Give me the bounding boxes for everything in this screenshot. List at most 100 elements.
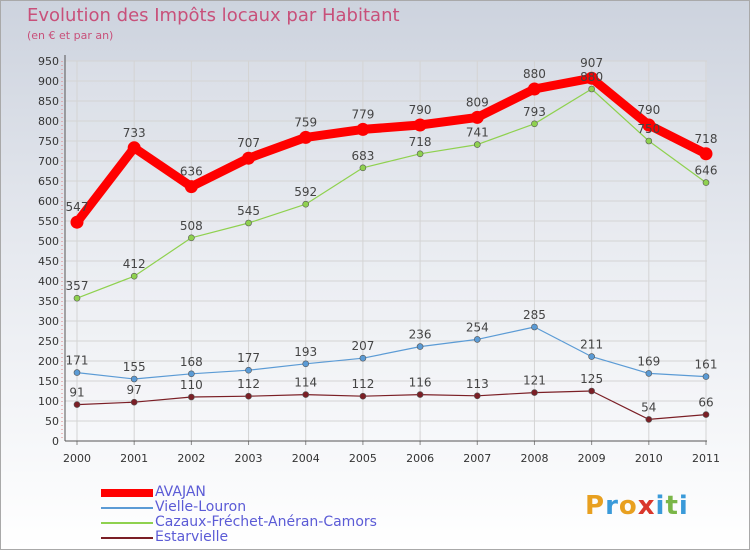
chart-legend: AVAJAN Vielle-Louron Cazaux-Fréchet-Anéran… bbox=[101, 484, 431, 545]
data-point bbox=[645, 137, 653, 145]
data-label: 121 bbox=[523, 374, 546, 388]
data-label: 161 bbox=[695, 358, 718, 372]
legend-label: Cazaux-Fréchet-Anéran-Camors bbox=[155, 514, 377, 530]
logo-letter: t bbox=[665, 491, 679, 521]
data-label: 168 bbox=[180, 355, 203, 369]
data-point bbox=[302, 360, 310, 368]
y-tick-label: 700 bbox=[38, 155, 59, 168]
legend-swatch bbox=[101, 489, 153, 497]
data-point bbox=[416, 343, 424, 350]
data-point bbox=[130, 375, 138, 383]
logo-letter: i bbox=[655, 491, 666, 521]
logo-letter: r bbox=[605, 491, 619, 521]
data-point bbox=[531, 323, 538, 331]
series-line-2 bbox=[76, 88, 707, 299]
data-point bbox=[473, 392, 481, 400]
data-label: 171 bbox=[66, 354, 89, 368]
y-tick-label: 800 bbox=[38, 115, 59, 128]
logo-letter: P bbox=[585, 491, 606, 521]
data-label: 880 bbox=[580, 70, 603, 84]
data-label: 169 bbox=[637, 354, 660, 368]
data-label: 54 bbox=[641, 400, 656, 414]
data-point bbox=[645, 416, 653, 423]
data-label: 790 bbox=[409, 103, 432, 117]
data-label: 646 bbox=[695, 164, 718, 178]
data-label: 809 bbox=[466, 95, 489, 109]
data-point bbox=[188, 370, 195, 378]
series-line-3 bbox=[76, 390, 707, 420]
x-tick-label: 2008 bbox=[520, 452, 548, 465]
data-point bbox=[585, 71, 599, 85]
data-label: 116 bbox=[409, 376, 432, 390]
data-point bbox=[702, 373, 710, 380]
data-point bbox=[473, 336, 481, 343]
y-tick-label: 600 bbox=[38, 195, 59, 208]
data-point bbox=[184, 180, 198, 194]
data-point bbox=[588, 387, 595, 395]
data-label: 683 bbox=[351, 149, 374, 163]
y-tick-label: 100 bbox=[38, 395, 59, 408]
data-label: 155 bbox=[123, 360, 146, 374]
data-point bbox=[699, 147, 713, 161]
data-label: 193 bbox=[294, 345, 317, 359]
y-tick-label: 400 bbox=[38, 275, 59, 288]
data-label: 718 bbox=[409, 135, 432, 149]
data-label: 113 bbox=[466, 377, 489, 391]
y-tick-label: 300 bbox=[38, 315, 59, 328]
y-tick-label: 900 bbox=[38, 75, 59, 88]
data-label: 779 bbox=[351, 107, 374, 121]
x-tick-label: 2000 bbox=[63, 452, 91, 465]
data-point bbox=[527, 82, 541, 96]
logo-letter: i bbox=[678, 491, 689, 521]
y-tick-label: 500 bbox=[38, 235, 59, 248]
x-tick-label: 2009 bbox=[578, 452, 606, 465]
data-label: 236 bbox=[409, 328, 432, 342]
data-point bbox=[188, 234, 195, 242]
data-point bbox=[299, 130, 313, 144]
y-tick-label: 350 bbox=[38, 295, 59, 308]
y-tick-label: 850 bbox=[38, 95, 59, 108]
chart-title: Evolution des Impôts locaux par Habitant bbox=[27, 5, 400, 26]
x-tick-label: 2011 bbox=[692, 452, 720, 465]
data-point bbox=[702, 411, 710, 418]
data-point bbox=[531, 120, 538, 128]
y-tick-label: 200 bbox=[38, 355, 59, 368]
data-label: 112 bbox=[351, 377, 374, 391]
legend-item: AVAJAN bbox=[101, 484, 431, 500]
y-tick-label: 550 bbox=[38, 215, 59, 228]
series-line-0 bbox=[72, 73, 711, 227]
y-tick-label: 750 bbox=[38, 135, 59, 148]
data-point bbox=[245, 366, 252, 374]
data-label: 91 bbox=[69, 386, 84, 400]
data-label: 592 bbox=[294, 185, 317, 199]
data-point bbox=[130, 398, 138, 406]
data-point bbox=[245, 392, 252, 400]
data-point bbox=[302, 391, 310, 398]
data-label: 285 bbox=[523, 308, 546, 322]
y-tick-label: 250 bbox=[38, 335, 59, 348]
data-label: 545 bbox=[237, 204, 260, 218]
data-point bbox=[70, 215, 84, 229]
legend-label: Estarvielle bbox=[155, 529, 229, 545]
legend-swatch bbox=[101, 507, 153, 509]
data-label: 880 bbox=[523, 67, 546, 81]
data-point bbox=[188, 393, 195, 401]
x-tick-label: 2006 bbox=[406, 452, 434, 465]
data-label: 793 bbox=[523, 105, 546, 119]
y-tick-label: 650 bbox=[38, 175, 59, 188]
y-tick-label: 0 bbox=[52, 435, 59, 448]
data-label: 718 bbox=[695, 132, 718, 146]
data-point bbox=[245, 219, 252, 227]
data-label: 114 bbox=[294, 376, 317, 390]
data-point bbox=[302, 200, 310, 208]
x-tick-label: 2005 bbox=[349, 452, 377, 465]
data-point bbox=[73, 401, 81, 408]
data-label: 759 bbox=[294, 115, 317, 129]
x-tick-label: 2002 bbox=[177, 452, 205, 465]
data-point bbox=[645, 370, 653, 377]
series-line-1 bbox=[76, 326, 707, 380]
data-point bbox=[416, 391, 424, 398]
data-point bbox=[642, 118, 656, 132]
